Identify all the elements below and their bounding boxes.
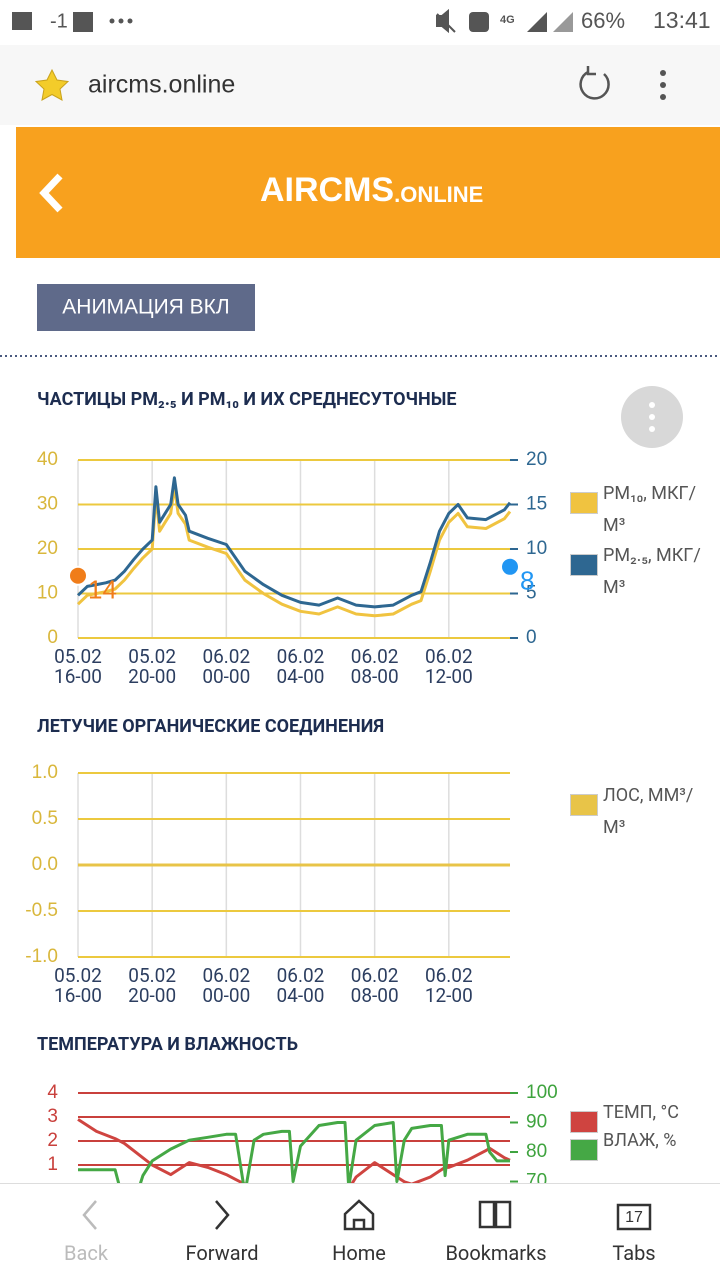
- x-tick-label: 06.02 08-00: [350, 645, 399, 688]
- brand-suffix: .ONLINE: [394, 182, 483, 207]
- mute-icon: [436, 8, 456, 34]
- x-tick-label: 05.02 16-00: [54, 645, 102, 688]
- facebook-icon: [73, 12, 93, 32]
- dots-icon: [127, 18, 133, 24]
- legend-label: ВЛАЖ, %: [603, 1130, 677, 1151]
- battery: 66%: [581, 8, 625, 33]
- signal-icon: [553, 12, 573, 32]
- y2-tick-label: 15: [526, 494, 547, 515]
- y-tick-label: 1: [47, 1154, 58, 1175]
- nav-icons: 17: [82, 1199, 652, 1231]
- menu-icon[interactable]: [660, 82, 666, 88]
- nav-label[interactable]: Bookmarks: [445, 1241, 547, 1265]
- nav-label[interactable]: Home: [332, 1241, 386, 1265]
- y2-tick-label: 80: [526, 1141, 547, 1162]
- y-tick-label: 0.0: [32, 854, 58, 875]
- nav-label[interactable]: Forward: [185, 1241, 259, 1265]
- y2-tick-label: 90: [526, 1112, 547, 1133]
- x-tick-label: 06.02 04-00: [276, 964, 325, 1007]
- clock: 13:41: [653, 7, 711, 33]
- y2-tick-label: 20: [526, 449, 547, 470]
- reload-icon[interactable]: [579, 66, 610, 100]
- chart-title: ЧАСТИЦЫ PM₂.₅ И PM₁₀ И ИХ СРЕДНЕСУТОЧНЫЕ: [37, 389, 457, 410]
- dots-icon: [109, 18, 115, 24]
- network: 4G: [500, 14, 515, 26]
- current-value: 14: [88, 575, 117, 605]
- animation-button-label[interactable]: АНИМАЦИЯ ВКЛ: [62, 296, 229, 319]
- nav-label[interactable]: Tabs: [612, 1241, 656, 1265]
- y-tick-label: 40: [37, 449, 58, 470]
- x-tick-label: 06.02 12-00: [424, 645, 473, 688]
- current-marker: [500, 556, 520, 577]
- back-chevron[interactable]: [39, 173, 63, 213]
- y2-tick-label: 10: [526, 538, 547, 559]
- bookmarks-icon[interactable]: [478, 1200, 512, 1229]
- legend-label: ТЕМП, °C: [603, 1102, 679, 1123]
- bottom-nav: 17 Back Forward Home Bookmarks Tabs: [0, 1183, 720, 1281]
- dots-icon: [118, 18, 124, 24]
- legend-swatch: [570, 492, 598, 514]
- y-tick-label: 30: [37, 494, 58, 515]
- y2-tick-label: 100: [526, 1082, 558, 1103]
- brand-main: AIRCMS: [260, 171, 394, 209]
- legend-label: PM₂.₅, МКГ/М³: [603, 545, 701, 598]
- site-header: [16, 127, 720, 258]
- y-tick-label: 0.5: [32, 808, 58, 829]
- y-tick-label: 1.0: [32, 762, 58, 783]
- legend-swatch: [570, 794, 598, 816]
- url[interactable]: aircms.online: [88, 71, 235, 99]
- y-tick-label: 0: [47, 627, 58, 648]
- current-value: 8: [520, 566, 534, 596]
- y2-tick-label: 0: [526, 627, 537, 648]
- legend-swatch: [570, 554, 598, 576]
- status-text: -1: [50, 10, 68, 32]
- signal-icon: [527, 12, 547, 32]
- y-tick-label: -0.5: [25, 900, 58, 921]
- legend-label: PM₁₀, МКГ/М³: [603, 483, 696, 536]
- y-tick-label: 2: [47, 1130, 58, 1151]
- nav-label[interactable]: Back: [64, 1241, 108, 1265]
- x-tick-label: 06.02 04-00: [276, 645, 325, 688]
- y-tick-label: 3: [47, 1106, 58, 1127]
- chart-menu-dot: [649, 426, 655, 432]
- star-icon[interactable]: [34, 68, 70, 101]
- chart-menu-dot: [649, 414, 655, 420]
- series-line: [76, 485, 512, 618]
- animation-button[interactable]: [37, 284, 255, 331]
- notify-icon: [469, 12, 489, 32]
- y-tick-label: -1.0: [25, 946, 58, 967]
- menu-icon[interactable]: [660, 94, 666, 100]
- x-tick-label: 06.02 00-00: [202, 964, 251, 1007]
- chart-title: ЛЕТУЧИЕ ОРГАНИЧЕСКИЕ СОЕДИНЕНИЯ: [37, 716, 384, 737]
- series-line: [76, 476, 512, 609]
- tabs-icon[interactable]: [616, 1203, 652, 1231]
- forward-icon[interactable]: [215, 1200, 230, 1230]
- y-tick-label: 10: [37, 583, 58, 604]
- series-line: [78, 1121, 510, 1207]
- x-tick-label: 05.02 16-00: [54, 964, 102, 1007]
- x-tick-label: 06.02 00-00: [202, 645, 251, 688]
- legend-swatch: [570, 1111, 598, 1133]
- home-icon[interactable]: [343, 1199, 375, 1231]
- chart-title: ТЕМПЕРАТУРА И ВЛАЖНОСТЬ: [37, 1034, 298, 1055]
- x-tick-label: 05.02 20-00: [128, 645, 177, 688]
- y2-tick-label: 5: [526, 583, 537, 604]
- menu-icon[interactable]: [660, 70, 666, 76]
- x-tick-label: 05.02 20-00: [128, 964, 177, 1007]
- tabs-count: 17: [625, 1209, 643, 1226]
- back-icon[interactable]: [82, 1200, 97, 1230]
- x-tick-label: 06.02 08-00: [350, 964, 399, 1007]
- brand: AIRCMS.ONLINE: [260, 171, 483, 209]
- chart-menu-dot: [649, 402, 655, 408]
- x-tick-label: 06.02 12-00: [424, 964, 473, 1007]
- current-marker: [68, 565, 88, 586]
- y-tick-label: 4: [47, 1082, 58, 1103]
- browser-bar: [0, 45, 720, 125]
- y-tick-label: 20: [37, 538, 58, 559]
- gallery-icon: [12, 12, 32, 30]
- legend-swatch: [570, 1139, 598, 1161]
- legend-label: ЛОС, ММ³/М³: [603, 785, 694, 838]
